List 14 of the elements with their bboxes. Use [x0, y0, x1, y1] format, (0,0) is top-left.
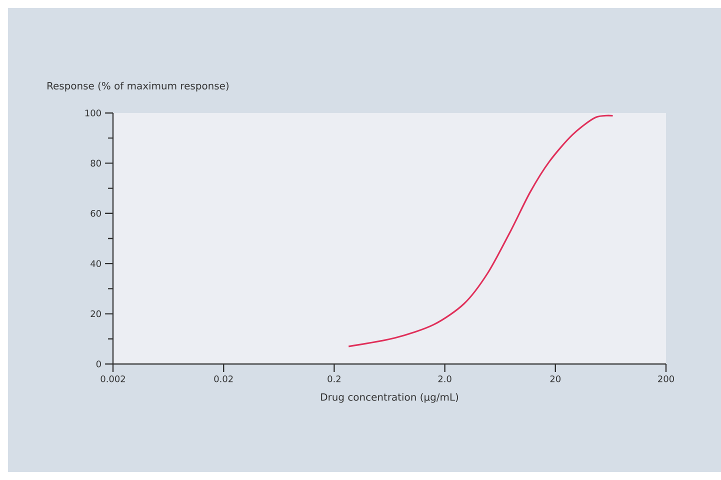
- y-tick-label: 60: [90, 210, 101, 217]
- x-axis-title: Drug concentration (µg/mL): [321, 393, 458, 403]
- x-tick-label: 0.2: [328, 375, 340, 382]
- y-axis-title: Response (% of maximum response): [48, 82, 228, 92]
- y-tick-label: 40: [90, 260, 101, 267]
- x-tick-label: 0.02: [214, 375, 233, 382]
- y-tick-label: 0: [96, 360, 101, 368]
- x-tick-label: 200: [658, 375, 674, 382]
- y-tick-label: 80: [90, 160, 101, 167]
- x-tick-label: 20: [550, 375, 561, 382]
- y-tick-label: 20: [90, 310, 101, 318]
- x-tick-label: 0.002: [100, 375, 125, 382]
- x-tick-label: 2.0: [438, 375, 452, 382]
- y-tick-label: 100: [85, 110, 101, 116]
